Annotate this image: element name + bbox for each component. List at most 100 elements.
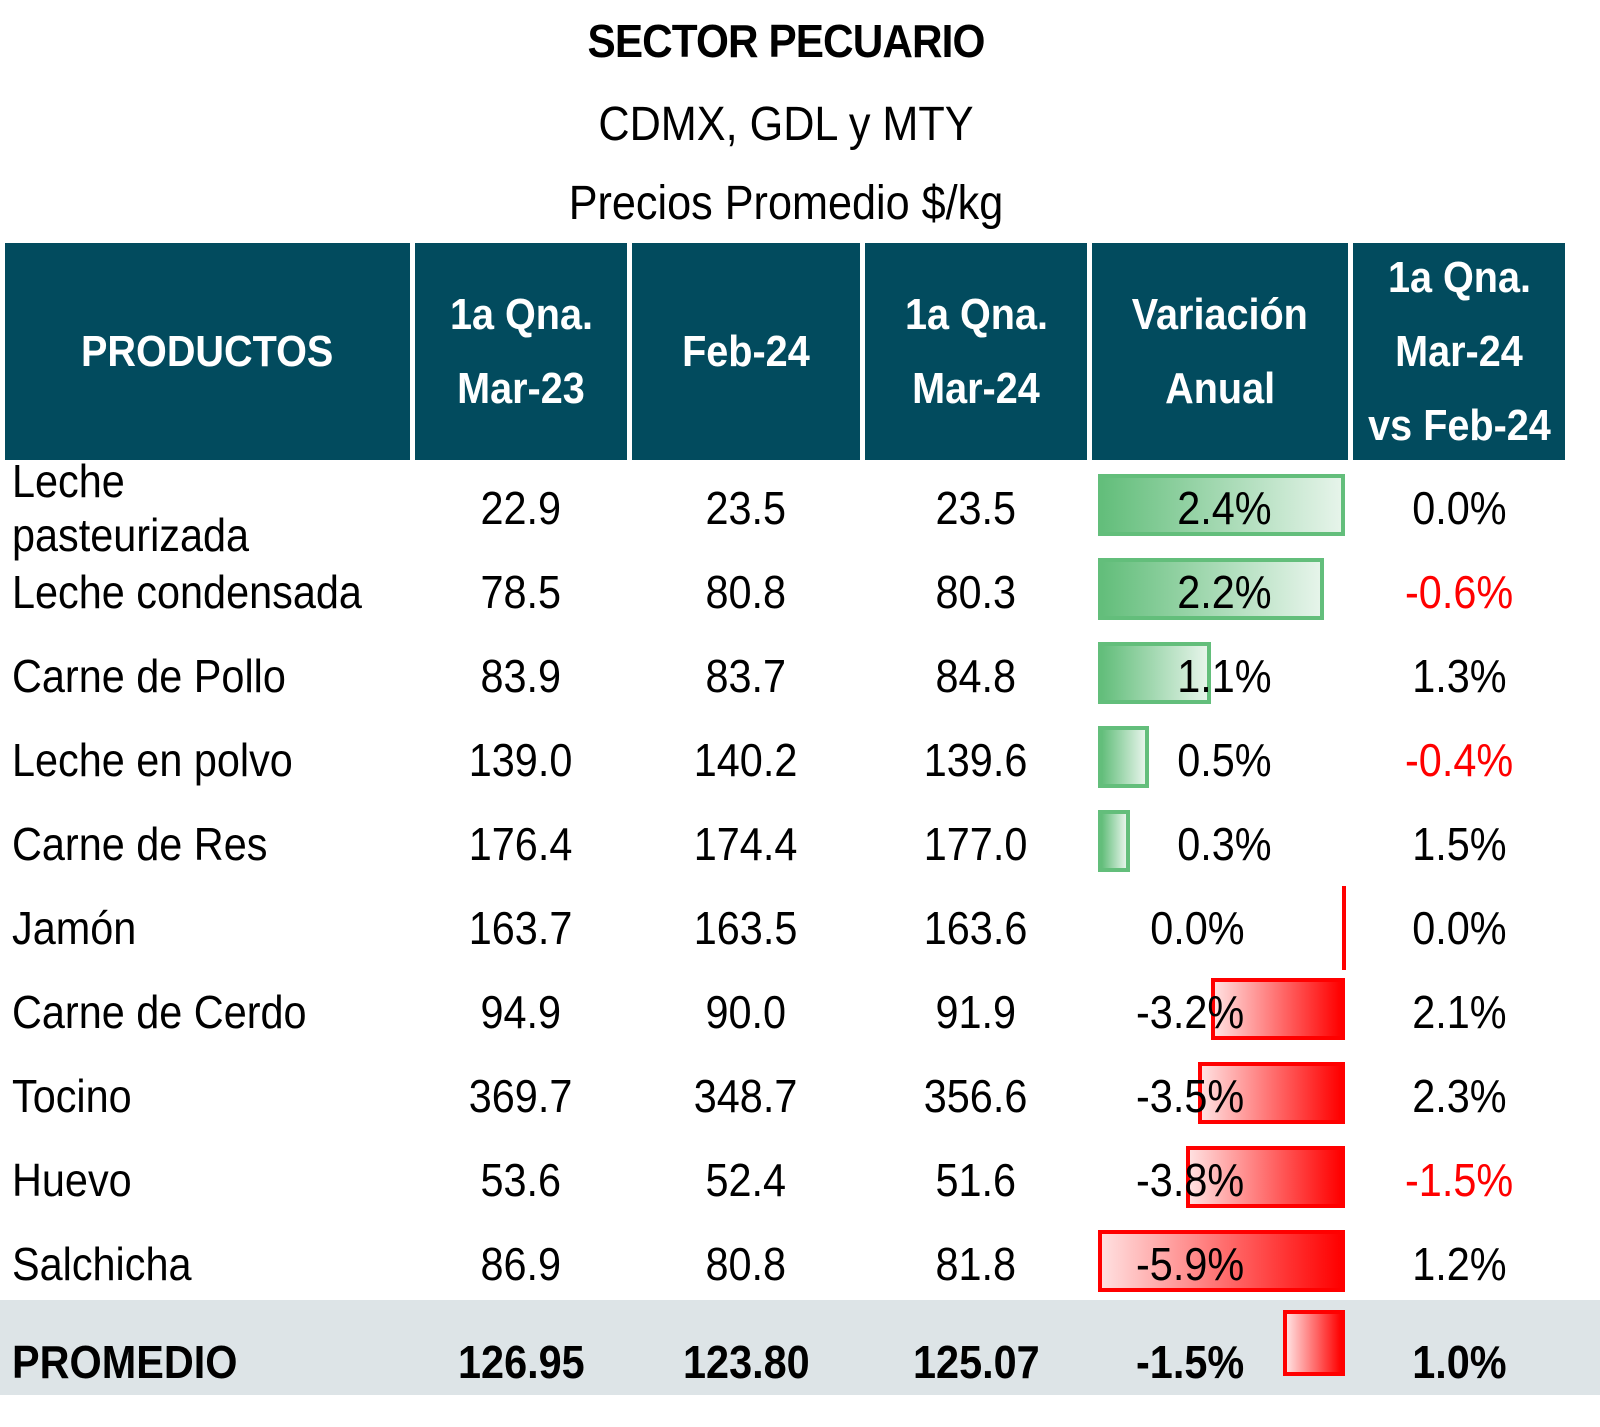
variation-bar-negative <box>1283 1310 1345 1376</box>
header-variacion-line2: Anual <box>1164 363 1275 413</box>
variation-anual-cell: 2.4% <box>1172 466 1277 550</box>
price-feb24: 123.80 <box>682 1335 810 1388</box>
price-mar23-cell: 369.7 <box>415 1054 627 1138</box>
price-feb24-cell: 80.8 <box>632 550 860 634</box>
price-mar24-cell: 81.8 <box>865 1222 1087 1306</box>
header-mar24-line1: 1a Qna. <box>904 289 1048 339</box>
vs-feb-cell: 1.5% <box>1353 802 1565 886</box>
table-row: Tocino 369.7 348.7 356.6 -3.5% 2.3% <box>0 1054 1600 1138</box>
price-mar24-cell: 23.5 <box>865 466 1087 550</box>
price-mar24: 125.07 <box>912 1335 1040 1388</box>
product-name: Jamón <box>12 902 137 954</box>
header-mar23-line2: Mar-23 <box>457 363 585 413</box>
variation-axis-marker <box>1342 886 1346 970</box>
product-name: Huevo <box>12 1154 132 1206</box>
header-vs-feb-line3: vs Feb-24 <box>1367 400 1551 450</box>
product-name-cell: Leche en polvo <box>12 718 412 802</box>
product-name: Carne de Pollo <box>12 650 286 702</box>
product-name-cell: Carne de Res <box>12 802 412 886</box>
variation-anual-value: -3.5% <box>1136 1070 1245 1122</box>
table-row: Leche en polvo 139.0 140.2 139.6 0.5% -0.4% <box>0 718 1600 802</box>
variation-anual-cell: 0.5% <box>1172 718 1277 802</box>
price-mar23: 163.7 <box>469 902 573 954</box>
vs-feb-cell: -0.6% <box>1353 550 1565 634</box>
vs-feb-cell: 0.0% <box>1353 886 1565 970</box>
price-mar24: 80.3 <box>935 566 1017 618</box>
vs-feb-cell: -1.5% <box>1353 1138 1565 1222</box>
price-mar24-cell: 125.07 <box>865 1314 1087 1409</box>
header-vs-feb: 1a Qna. Mar-24 vs Feb-24 <box>1353 243 1565 460</box>
region-subtitle: CDMX, GDL y MTY <box>598 98 974 151</box>
price-mar23-cell: 94.9 <box>415 970 627 1054</box>
vs-feb-value: 1.5% <box>1411 818 1507 870</box>
variation-anual-value: -5.9% <box>1136 1238 1245 1290</box>
price-mar23: 53.6 <box>480 1154 562 1206</box>
price-mar23-cell: 163.7 <box>415 886 627 970</box>
price-mar23: 83.9 <box>480 650 562 702</box>
total-row: PROMEDIO 126.95 123.80 125.07 -1.5% 1.0% <box>0 1300 1600 1395</box>
price-mar23-cell: 86.9 <box>415 1222 627 1306</box>
header-products-label: PRODUCTOS <box>81 326 334 376</box>
variation-anual-cell: 0.0% <box>1145 886 1250 970</box>
price-mar23-cell: 22.9 <box>415 466 627 550</box>
price-feb24: 80.8 <box>705 1238 787 1290</box>
variation-bar-negative <box>1211 978 1345 1040</box>
price-feb24-cell: 348.7 <box>632 1054 860 1138</box>
price-feb24: 52.4 <box>705 1154 787 1206</box>
price-mar23-cell: 176.4 <box>415 802 627 886</box>
vs-feb-value: 1.2% <box>1411 1238 1507 1290</box>
variation-anual-cell: -3.8% <box>1130 1138 1250 1222</box>
table-row: Salchicha 86.9 80.8 81.8 -5.9% 1.2% <box>0 1222 1600 1306</box>
product-name-cell: Carne de Cerdo <box>12 970 412 1054</box>
price-mar24: 139.6 <box>924 734 1028 786</box>
price-feb24-cell: 163.5 <box>632 886 860 970</box>
price-feb24: 90.0 <box>705 986 787 1038</box>
variation-anual-value: 1.1% <box>1177 650 1272 702</box>
price-feb24: 348.7 <box>694 1070 798 1122</box>
variation-bar-positive <box>1098 642 1212 704</box>
product-name-cell: Leche pasteurizada <box>12 455 412 561</box>
price-feb24-cell: 80.8 <box>632 1222 860 1306</box>
table-row: Leche pasteurizada 22.9 23.5 23.5 2.4% 0.0% <box>0 455 1600 561</box>
price-feb24: 174.4 <box>694 818 798 870</box>
variation-anual-value: 0.0% <box>1150 902 1245 954</box>
price-mar23-cell: 139.0 <box>415 718 627 802</box>
price-mar24: 177.0 <box>924 818 1028 870</box>
price-feb24: 140.2 <box>694 734 798 786</box>
variation-anual-cell: 2.2% <box>1172 550 1277 634</box>
header-variacion-line1: Variación <box>1131 289 1309 339</box>
product-name-cell: Tocino <box>12 1054 412 1138</box>
price-feb24-cell: 140.2 <box>632 718 860 802</box>
variation-bar-negative <box>1185 1146 1345 1208</box>
header-feb24: Feb-24 <box>632 243 860 460</box>
variation-anual-cell: -3.5% <box>1130 1054 1250 1138</box>
product-name: Leche pasteurizada <box>12 455 250 561</box>
product-name-cell: PROMEDIO <box>12 1314 412 1409</box>
variation-bar-positive <box>1098 810 1130 872</box>
price-mar24: 163.6 <box>924 902 1028 954</box>
vs-feb-cell: 1.2% <box>1353 1222 1565 1306</box>
vs-feb-value: 2.1% <box>1411 986 1507 1038</box>
unit-subtitle: Precios Promedio $/kg <box>568 177 1004 230</box>
price-mar24: 91.9 <box>935 986 1017 1038</box>
variation-bar-negative <box>1198 1062 1345 1124</box>
price-mar24: 51.6 <box>935 1154 1017 1206</box>
variation-bar-positive <box>1098 558 1325 620</box>
price-mar24-cell: 139.6 <box>865 718 1087 802</box>
header-variacion-anual: Variación Anual <box>1092 243 1348 460</box>
price-feb24: 23.5 <box>705 482 787 534</box>
product-name: Carne de Cerdo <box>12 986 307 1038</box>
price-mar23-cell: 53.6 <box>415 1138 627 1222</box>
header-products: PRODUCTOS <box>5 243 410 460</box>
price-feb24-cell: 83.7 <box>632 634 860 718</box>
price-mar23: 94.9 <box>480 986 562 1038</box>
price-mar24-cell: 51.6 <box>865 1138 1087 1222</box>
vs-feb-cell: -0.4% <box>1353 718 1565 802</box>
variation-bar-positive <box>1098 474 1345 536</box>
price-mar23: 78.5 <box>480 566 562 618</box>
header-mar24-line2: Mar-24 <box>912 363 1040 413</box>
variation-anual-cell: 1.1% <box>1172 634 1277 718</box>
price-mar24: 23.5 <box>935 482 1017 534</box>
vs-feb-cell: 0.0% <box>1353 466 1565 550</box>
price-mar24: 84.8 <box>935 650 1017 702</box>
